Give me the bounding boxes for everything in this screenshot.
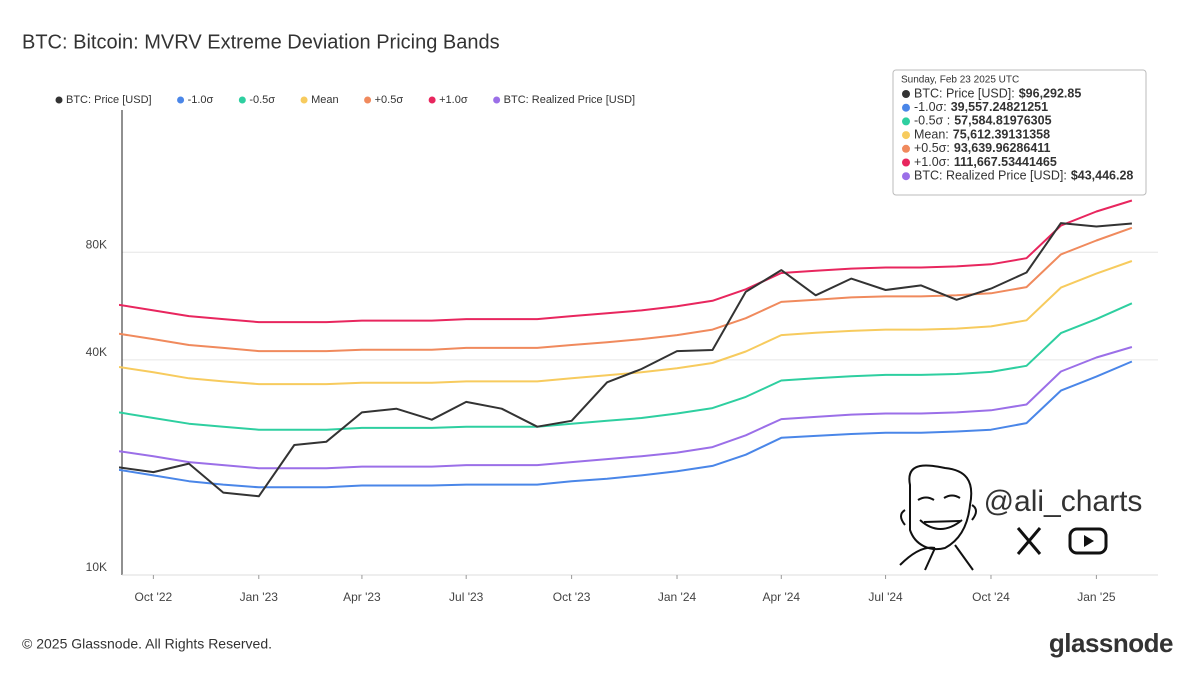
- tooltip-label: +1.0σ:: [914, 155, 950, 169]
- x-tick-label: Jan '24: [658, 590, 697, 604]
- y-tick-label: 40K: [86, 345, 107, 359]
- x-tick-label: Oct '24: [972, 590, 1010, 604]
- tooltip-label: +0.5σ:: [914, 141, 950, 155]
- tooltip-swatch: [902, 90, 910, 98]
- series-line: [119, 226, 1133, 353]
- tooltip-label: BTC: Realized Price [USD]:: [914, 168, 1067, 182]
- chart-title: BTC: Bitcoin: MVRV Extreme Deviation Pri…: [22, 31, 500, 53]
- series-line: [119, 360, 1133, 489]
- tooltip-swatch: [902, 103, 910, 112]
- legend-label: +1.0σ: [439, 94, 468, 106]
- x-tick-label: Oct '22: [135, 590, 173, 604]
- tooltip-value: $43,446.28: [1071, 168, 1134, 182]
- series-line: [119, 346, 1133, 470]
- tooltip-swatch: [902, 158, 910, 167]
- tooltip-label: -1.0σ:: [914, 100, 947, 114]
- footer: © 2025 Glassnode. All Rights Reserved.: [22, 636, 272, 652]
- x-tick-label: Jan '25: [1077, 590, 1116, 604]
- legend-label: BTC: Realized Price [USD]: [504, 94, 635, 106]
- legend-swatch: [177, 96, 185, 104]
- tooltip-value: 57,584.81976305: [954, 114, 1051, 128]
- watermark-handle: @ali_charts: [984, 485, 1143, 518]
- y-tick-label: 80K: [86, 237, 107, 251]
- legend-label: Mean: [311, 94, 339, 106]
- legend-swatch: [364, 96, 372, 104]
- tooltip-swatch: [902, 131, 910, 140]
- tooltip-swatch: [902, 117, 910, 126]
- series-line: [119, 222, 1132, 498]
- tooltip-swatch: [902, 144, 910, 153]
- legend-label: -1.0σ: [188, 94, 214, 106]
- y-tick-label: 10K: [86, 560, 107, 574]
- legend-swatch: [55, 96, 63, 104]
- plot-area: 10K 40K 80K Oct '22 Jan '23 Apr '23 Jul '23 Oct…: [55, 94, 1158, 604]
- x-tick-label: Jan '23: [240, 590, 279, 604]
- tooltip-swatch: [902, 172, 910, 181]
- tooltip-box: [892, 69, 1147, 196]
- series-line: [119, 260, 1133, 386]
- x-tick-label: Jul '23: [449, 590, 484, 604]
- x-logo-icon: [1016, 527, 1042, 555]
- legend-label: BTC: Price [USD]: [66, 94, 152, 106]
- tooltip-title: Sunday, Feb 23 2025 UTC: [901, 75, 1019, 86]
- legend-swatch: [493, 96, 501, 104]
- tooltip-value: 75,612.39131358: [953, 127, 1050, 141]
- legend-label: -0.5σ: [249, 94, 275, 106]
- series-line: [119, 302, 1133, 431]
- brand-logo: glassnode: [1049, 628, 1173, 658]
- tooltip-label: Mean:: [914, 127, 949, 141]
- x-tick-label: Jul '24: [868, 590, 903, 604]
- legend-swatch: [238, 96, 246, 104]
- x-tick-label: Apr '24: [762, 590, 800, 604]
- tooltip-label: BTC: Price [USD]:: [914, 86, 1015, 100]
- youtube-icon: [1068, 527, 1108, 555]
- series-line: [119, 199, 1133, 324]
- legend-swatch: [300, 96, 308, 104]
- x-tick-label: Apr '23: [343, 590, 381, 604]
- tooltip-value: 111,667.53441465: [954, 155, 1057, 169]
- legend-swatch: [428, 96, 436, 104]
- tooltip-label: -0.5σ :: [914, 114, 950, 128]
- x-tick-label: Oct '23: [553, 590, 591, 604]
- tooltip-value: $96,292.85: [1019, 86, 1082, 100]
- tooltip-value: 93,639.96286411: [954, 141, 1051, 155]
- tooltip-value: 39,557.24821251: [951, 100, 1048, 114]
- legend-label: +0.5σ: [375, 94, 404, 106]
- watermark-face: [899, 464, 977, 571]
